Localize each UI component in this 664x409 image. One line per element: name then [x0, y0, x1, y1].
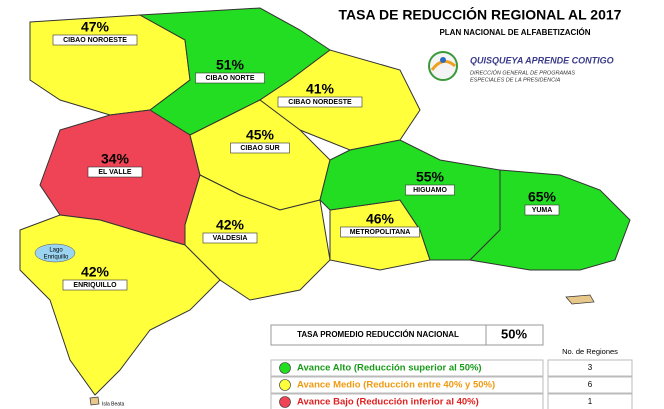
- legend-count: 6: [588, 380, 593, 389]
- region-name: VALDESIA: [213, 235, 248, 242]
- logo: [428, 51, 458, 81]
- region-value: 55%: [416, 169, 445, 185]
- region: [19, 214, 221, 396]
- region-name: CIBAO SUR: [240, 145, 279, 152]
- region-name: METROPOLITANA: [350, 229, 411, 236]
- region-value: 51%: [216, 57, 245, 73]
- island-label: Isla Beata: [102, 401, 124, 407]
- island: [89, 396, 100, 406]
- legend-swatch: [279, 362, 291, 374]
- island: [565, 294, 595, 305]
- legend-label: Avance Bajo (Reducción inferior al 40%): [297, 397, 479, 408]
- region-name: CIBAO NORTE: [206, 75, 255, 82]
- region: [468, 169, 631, 271]
- logo-line: ESPECIALES DE LA PRESIDENCIA: [470, 77, 561, 83]
- legend-row: [270, 359, 544, 377]
- region-name: HIGUAMO: [413, 187, 447, 194]
- region-value: 45%: [246, 127, 275, 143]
- region-label-box: [202, 232, 258, 244]
- title: TASA DE REDUCCIÓN REGIONAL AL 2017: [339, 6, 622, 23]
- lake-label: Lago: [49, 248, 63, 254]
- average-value: 50%: [501, 326, 527, 341]
- region-label-box: [230, 142, 290, 154]
- region-label-box: [405, 184, 455, 196]
- legend-label: Avance Medio (Reducción entre 40% y 50%): [297, 380, 495, 391]
- region-value: 47%: [81, 19, 110, 35]
- region-name: EL VALLE: [98, 169, 132, 176]
- region-label-box: [524, 204, 560, 216]
- legend-count-box: [547, 359, 633, 377]
- subtitle: PLAN NACIONAL DE ALFABETIZACIÓN: [439, 28, 590, 37]
- region-value: 46%: [366, 211, 395, 227]
- region-value: 41%: [306, 81, 335, 97]
- region-name: YUMA: [532, 207, 553, 214]
- region-value: 42%: [81, 264, 110, 280]
- lake: [34, 243, 76, 263]
- lake-label: Enriquillo: [44, 255, 69, 261]
- average-box: [270, 324, 544, 346]
- region-label-box: [62, 279, 128, 291]
- region-name: CIBAO NORDESTE: [288, 99, 352, 106]
- legend-label: Avance Alto (Reducción superior al 50%): [297, 363, 482, 374]
- legend-row: [270, 376, 544, 394]
- region-label-box: [52, 34, 138, 46]
- region-label-box: [340, 226, 420, 238]
- logo-name: QUISQUEYA APRENDE CONTIGO: [470, 55, 614, 65]
- region-label-box: [195, 72, 265, 84]
- legend-count-box: [547, 376, 633, 394]
- logo-line: DIRECCIÓN GENERAL DE PROGRAMAS: [470, 69, 575, 76]
- legend-count: 1: [588, 397, 593, 406]
- region: [184, 174, 331, 301]
- region-name: CIBAO NOROESTE: [63, 37, 127, 44]
- region-value: 34%: [101, 151, 130, 167]
- legend: Avance Alto (Reducción superior al 50%) 3…: [270, 359, 633, 409]
- region-label-box: [87, 166, 143, 178]
- legend-swatch: [279, 379, 291, 391]
- region-value: 65%: [528, 189, 557, 205]
- region-value: 42%: [216, 217, 245, 233]
- legend-swatch: [279, 396, 291, 408]
- legend-count: 3: [588, 363, 593, 372]
- legend-row: [270, 393, 544, 409]
- legend-count-box: [547, 393, 633, 409]
- region-label-box: [277, 96, 363, 108]
- region-name: ENRIQUILLO: [73, 282, 117, 289]
- legend-header: No. de Regiones: [562, 347, 618, 356]
- average-label: TASA PROMEDIO REDUCCIÓN NACIONAL: [297, 330, 459, 339]
- regions: 47% CIBAO NOROESTE 51% CIBAO NORTE 41% CIBAO …: [19, 7, 631, 396]
